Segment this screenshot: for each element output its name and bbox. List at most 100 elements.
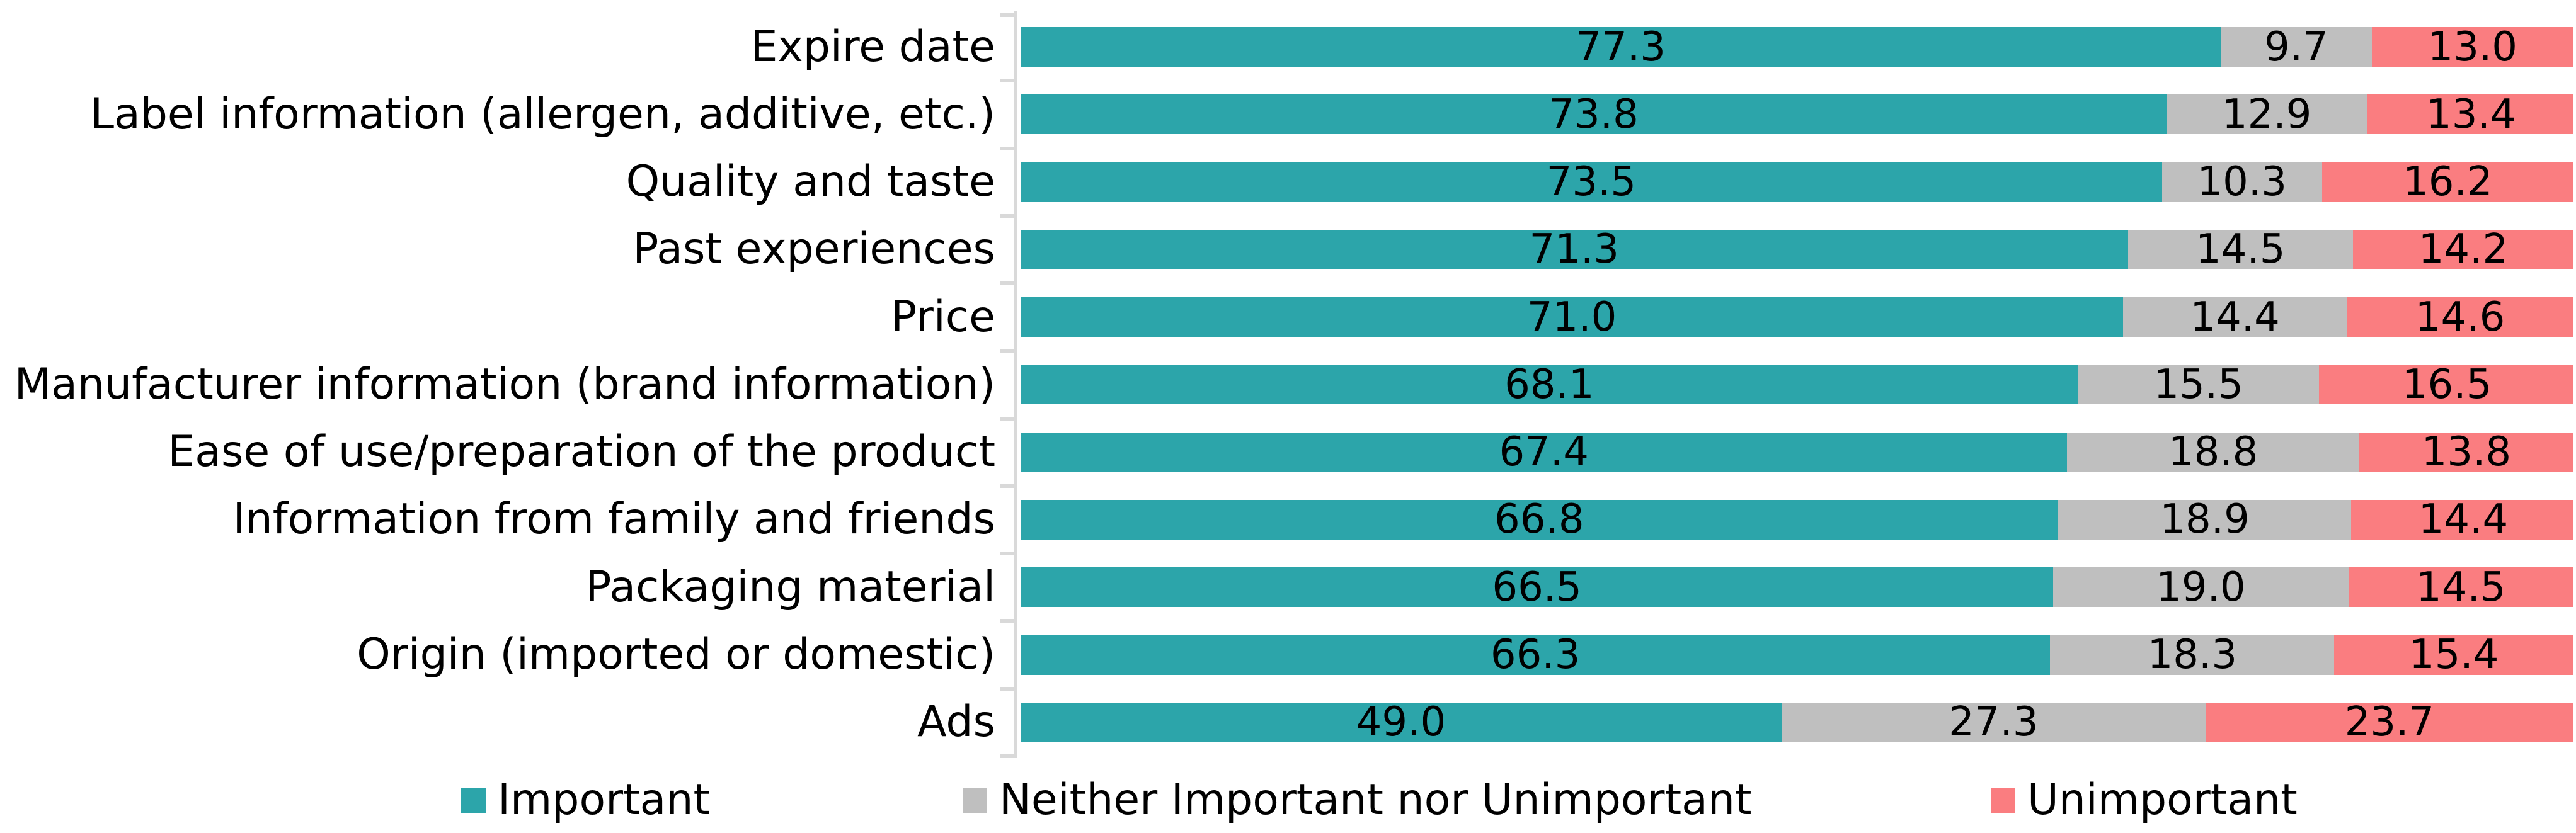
legend-label-neither: Neither Important nor Unimportant <box>999 775 1752 825</box>
value-label: 66.5 <box>1492 564 1582 611</box>
legend-swatch-neither-icon <box>963 788 987 813</box>
axis-tick <box>1000 214 1016 218</box>
plot-area: 77.3 9.7 13.0 73.8 12.9 13.4 73.5 10.3 16.2 71.3 1… <box>1021 13 2573 756</box>
bar-segment-important: 49.0 <box>1021 699 1782 746</box>
category-label: Information from family and friends <box>232 494 995 545</box>
axis-tick <box>1000 619 1016 623</box>
bar-row: 71.3 14.5 14.2 <box>1021 216 2573 283</box>
axis-tick <box>1000 484 1016 488</box>
axis-tick <box>1000 79 1016 82</box>
category-label: Origin (imported or domestic) <box>357 630 995 680</box>
stacked-bar: 73.5 10.3 16.2 <box>1021 162 2573 202</box>
stacked-bar: 66.5 19.0 14.5 <box>1021 564 2573 611</box>
axis-tick <box>1000 281 1016 285</box>
legend: Important Neither Important nor Unimport… <box>0 778 2576 822</box>
category-axis-labels: Expire date Label information (allergen, … <box>0 13 995 756</box>
stacked-bar: 71.3 14.5 14.2 <box>1021 226 2573 273</box>
category-label: Packaging material <box>585 562 995 612</box>
value-label: 14.2 <box>2418 226 2509 273</box>
axis-tick <box>1000 417 1016 421</box>
bar-segment-unimportant: 14.2 <box>2352 226 2573 273</box>
bar-segment-neither: 10.3 <box>2161 159 2322 206</box>
value-label: 71.0 <box>1526 293 1617 341</box>
legend-item-neither: Neither Important nor Unimportant <box>963 778 1752 822</box>
axis-tick <box>1000 687 1016 691</box>
bar-segment-important: 66.5 <box>1021 564 2054 611</box>
value-label: 14.4 <box>2190 293 2280 341</box>
value-label: 73.8 <box>1548 91 1639 138</box>
bar-segment-neither: 18.8 <box>2067 432 2359 472</box>
value-label: 68.1 <box>1504 361 1594 408</box>
value-label: 15.4 <box>2408 632 2499 679</box>
value-label: 13.4 <box>2426 91 2516 138</box>
bar-row: 71.0 14.4 14.6 <box>1021 283 2573 351</box>
value-label: 66.8 <box>1494 496 1584 543</box>
value-label: 19.0 <box>2156 564 2246 611</box>
bar-row: 49.0 27.3 23.7 <box>1021 689 2573 756</box>
value-label: 73.5 <box>1546 159 1637 206</box>
bar-row: 68.1 15.5 16.5 <box>1021 351 2573 418</box>
bar-segment-important: 77.3 <box>1021 27 2221 67</box>
axis-tick <box>1000 147 1016 150</box>
legend-swatch-important-icon <box>461 788 486 813</box>
value-label: 14.4 <box>2418 496 2509 543</box>
bar-row: 77.3 9.7 13.0 <box>1021 13 2573 81</box>
bar-row: 73.8 12.9 13.4 <box>1021 81 2573 148</box>
bar-segment-important: 73.5 <box>1021 162 2162 202</box>
category-axis-line <box>1014 11 1017 758</box>
bar-segment-neither: 19.0 <box>2053 564 2349 611</box>
stacked-bar: 73.8 12.9 13.4 <box>1021 91 2573 138</box>
bar-row: 66.3 18.3 15.4 <box>1021 621 2573 688</box>
axis-tick <box>1000 13 1016 17</box>
stacked-bar: 68.1 15.5 16.5 <box>1021 361 2573 408</box>
legend-item-important: Important <box>461 778 710 822</box>
bar-segment-unimportant: 23.7 <box>2205 702 2573 742</box>
stacked-bar: 66.3 18.3 15.4 <box>1021 635 2573 675</box>
stacked-bar: 77.3 9.7 13.0 <box>1021 27 2573 67</box>
stacked-bar: 66.8 18.9 14.4 <box>1021 496 2573 543</box>
bar-segment-unimportant: 16.5 <box>2318 365 2573 405</box>
legend-label-unimportant: Unimportant <box>2027 775 2298 825</box>
value-label: 14.5 <box>2195 226 2286 273</box>
axis-tick <box>1000 349 1016 353</box>
bar-segment-unimportant: 13.8 <box>2359 429 2573 476</box>
category-label: Price <box>891 292 995 342</box>
bar-segment-unimportant: 14.5 <box>2348 564 2573 611</box>
value-label: 77.3 <box>1576 23 1666 71</box>
value-label: 10.3 <box>2197 159 2287 206</box>
category-label: Expire date <box>750 21 995 72</box>
value-label: 49.0 <box>1356 699 1446 746</box>
bar-segment-important: 68.1 <box>1021 361 2078 408</box>
bar-segment-neither: 27.3 <box>1781 699 2206 746</box>
category-label: Label information (allergen, additive, e… <box>90 89 995 139</box>
axis-tick <box>1000 552 1016 555</box>
bar-segment-unimportant: 14.6 <box>2347 297 2573 337</box>
value-label: 9.7 <box>2264 23 2328 71</box>
category-label: Manufacturer information (brand informat… <box>14 359 995 409</box>
bar-segment-important: 71.0 <box>1021 293 2124 341</box>
value-label: 13.8 <box>2421 429 2512 476</box>
bar-segment-neither: 18.9 <box>2058 496 2352 543</box>
value-label: 27.3 <box>1949 699 2039 746</box>
bar-row: 66.5 19.0 14.5 <box>1021 553 2573 621</box>
value-label: 67.4 <box>1499 429 1589 476</box>
bar-segment-unimportant: 15.4 <box>2334 635 2573 675</box>
bar-segment-neither: 14.5 <box>2127 226 2353 273</box>
value-label: 71.3 <box>1529 226 1620 273</box>
bar-row: 73.5 10.3 16.2 <box>1021 149 2573 216</box>
value-label: 18.9 <box>2160 496 2250 543</box>
bar-segment-important: 71.3 <box>1021 226 2128 273</box>
bar-segment-neither: 18.3 <box>2050 635 2335 675</box>
value-label: 66.3 <box>1490 632 1581 679</box>
bar-segment-neither: 14.4 <box>2123 297 2347 337</box>
value-label: 14.5 <box>2416 564 2506 611</box>
bar-segment-important: 67.4 <box>1021 429 2068 476</box>
stacked-bar: 67.4 18.8 13.8 <box>1021 429 2573 476</box>
bar-segment-unimportant: 14.4 <box>2351 496 2573 543</box>
value-label: 13.0 <box>2427 23 2518 71</box>
bar-segment-neither: 9.7 <box>2221 23 2372 71</box>
stacked-bar: 49.0 27.3 23.7 <box>1021 699 2573 746</box>
category-label: Past experiences <box>633 224 995 275</box>
bar-segment-neither: 12.9 <box>2167 94 2367 135</box>
category-axis-ticks <box>1000 13 1016 758</box>
